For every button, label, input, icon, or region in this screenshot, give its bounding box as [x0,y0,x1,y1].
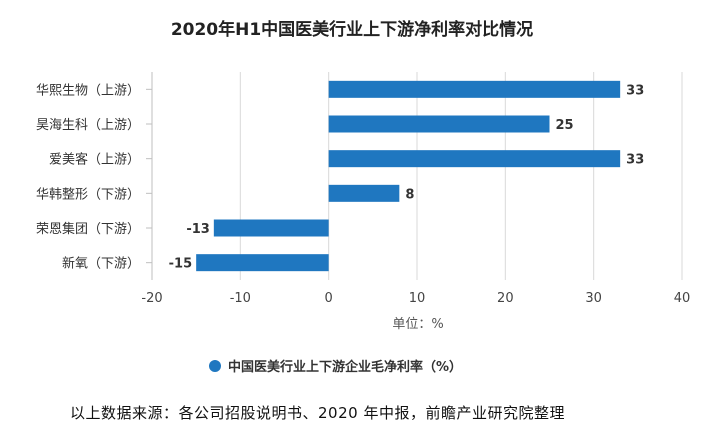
bar [328,115,550,133]
data-label: 25 [556,118,574,133]
grid-layer [151,72,683,280]
data-label: 33 [626,83,644,98]
data-label: -15 [169,257,193,272]
category-label: 爱美客（上游） [49,152,140,168]
category-label: 新氧（下游） [62,256,140,272]
bar [196,254,329,272]
source-note: 以上数据来源：各公司招股说明书、2020 年中报，前瞻产业研究院整理 [70,404,565,422]
data-label: 33 [626,153,644,168]
bar [328,80,621,98]
x-tick-label: 20 [497,291,514,306]
bar [213,219,329,237]
bar [328,150,621,168]
legend-label: 中国医美行业上下游企业毛净利率（%） [228,359,462,375]
data-label: 8 [405,187,414,202]
x-tick-label: 0 [325,291,333,306]
bar [328,184,400,202]
x-tick-label: -20 [141,291,162,306]
legend: 中国医美行业上下游企业毛净利率（%） [209,359,462,375]
category-label: 华熙生物（上游） [36,83,140,98]
x-tick-label: 30 [585,291,602,306]
x-tick-label: -10 [230,291,251,306]
x-axis-label: 单位：% [392,317,443,332]
legend-marker [209,360,221,372]
x-tick-label: 10 [409,291,426,306]
chart-title: 2020年H1中国医美行业上下游净利率对比情况 [171,19,533,40]
bar-layer [196,80,621,272]
category-label: 昊海生科（上游） [36,118,140,133]
x-tick-label: 40 [674,291,691,306]
category-label: 荣恩集团（下游） [36,221,140,237]
data-label: -13 [186,222,210,237]
label-layer: 33 25 33 8 -13 -15 [169,83,645,271]
category-label: 华韩整形（下游） [36,187,140,202]
tick-layer: -20 -10 0 10 20 30 40 华熙生物（上游） 昊海生科（上游） 爱美客（上游） 华韩… [36,83,690,306]
